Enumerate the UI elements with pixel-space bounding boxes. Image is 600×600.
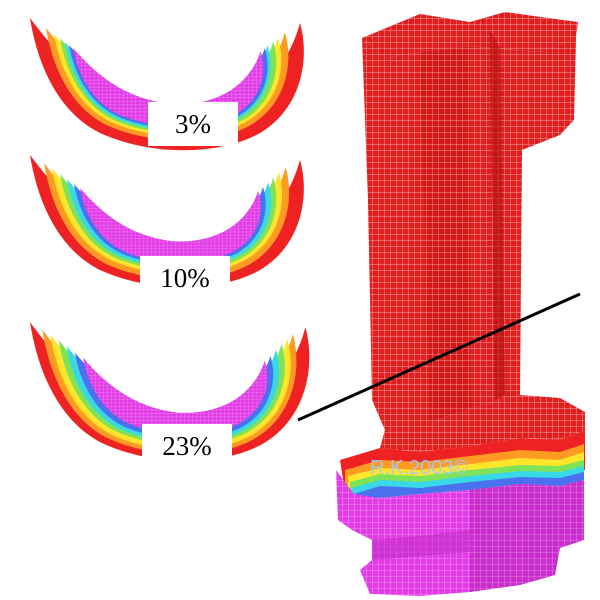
section-cut-line bbox=[297, 292, 581, 422]
turbine-blade-3d: R.K.2003© bbox=[336, 12, 585, 596]
label-box-2: 10% bbox=[140, 256, 230, 300]
label-box-3: 23% bbox=[142, 424, 232, 468]
label-23-percent: 23% bbox=[162, 431, 212, 461]
label-box-1: 3% bbox=[148, 102, 238, 146]
label-3-percent: 3% bbox=[175, 109, 211, 139]
label-10-percent: 10% bbox=[160, 263, 210, 293]
watermark-text: R.K.2003© bbox=[370, 457, 468, 479]
